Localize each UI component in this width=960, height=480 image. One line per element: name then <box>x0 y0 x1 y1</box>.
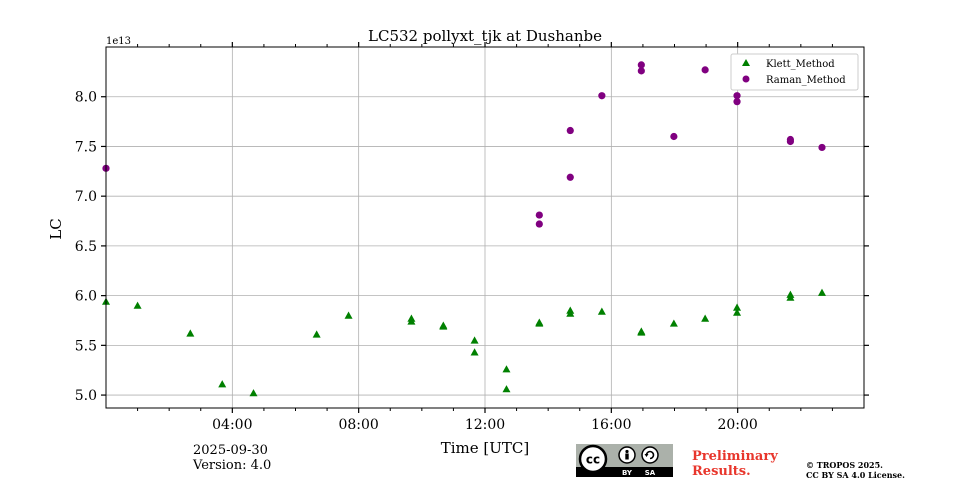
klett-method-point <box>218 380 227 388</box>
y-tick-label: 5.0 <box>75 388 97 404</box>
raman-method-point <box>535 220 543 228</box>
cc-badge-cc-text: cc <box>586 453 600 467</box>
klett-method-point <box>470 336 479 344</box>
chart-title: LC532 pollyxt_tjk at Dushanbe <box>368 27 602 45</box>
raman-method-point <box>818 143 826 152</box>
klett-method-point <box>186 329 195 337</box>
copyright-line-1: © TROPOS 2025. <box>806 460 883 470</box>
x-tick-label: 08:00 <box>338 417 378 433</box>
cc-license-badge: cc BY SA <box>576 444 673 477</box>
y-tick-label: 6.5 <box>75 239 97 255</box>
klett-method-point <box>535 319 544 327</box>
footer-date: 2025-09-30 <box>193 443 268 458</box>
raman-method-point <box>566 173 574 181</box>
y-scale-label: 1e13 <box>106 36 131 47</box>
klett-method-point <box>439 322 448 330</box>
y-tick-label: 5.5 <box>75 338 97 354</box>
klett-method-point <box>502 365 511 373</box>
klett-method-point <box>786 293 795 301</box>
x-tick-label: 20:00 <box>717 417 757 433</box>
cc-badge-sa-text: SA <box>645 469 656 477</box>
klett-method-point <box>502 385 511 393</box>
raman-method-point <box>598 92 606 100</box>
raman-method-point <box>566 126 574 135</box>
legend: Klett_Method Raman_Method <box>730 53 859 91</box>
preliminary-line-1: Preliminary <box>692 449 778 464</box>
axis-ticks: 04:00 08:00 12:00 16:00 20:00 5.0 5.5 6.0 6.5 7.0… <box>75 42 869 433</box>
klett-method-point <box>701 314 710 322</box>
klett-method-point <box>669 319 678 327</box>
raman-method-point <box>637 67 645 75</box>
legend-marker-klett <box>742 59 750 66</box>
x-tick-label: 16:00 <box>591 417 631 433</box>
klett-method-point <box>249 389 258 397</box>
copyright-note: © TROPOS 2025. CC BY SA 4.0 License. <box>806 460 905 480</box>
raman-method-point <box>733 92 741 100</box>
y-tick-label: 8.0 <box>75 90 97 106</box>
cc-icon <box>578 444 608 474</box>
preliminary-results-note: Preliminary Results. <box>692 449 778 479</box>
klett-method-point <box>733 308 742 316</box>
raman-method-point <box>535 211 543 219</box>
klett-method-point <box>637 328 646 336</box>
plot-frame <box>105 46 865 409</box>
klett-method-point <box>733 303 742 311</box>
raman-method-point <box>670 132 678 141</box>
preliminary-line-2: Results. <box>692 464 751 479</box>
raman-method-point <box>701 66 709 74</box>
raman-method-point <box>786 137 795 146</box>
x-tick-label: 12:00 <box>465 417 505 433</box>
klett-method-point <box>344 311 353 319</box>
footer-version: Version: 4.0 <box>193 458 272 473</box>
klett-method-point <box>597 307 606 315</box>
raman-method-point <box>733 98 741 106</box>
y-tick-label: 7.0 <box>75 189 97 205</box>
grid-lines <box>106 47 864 408</box>
legend-label-klett: Klett_Method <box>766 59 835 70</box>
klett-method-point <box>470 348 479 356</box>
share-alike-icon <box>641 446 659 464</box>
klett-method-point <box>312 330 321 338</box>
data-points <box>102 61 826 397</box>
x-tick-label: 04:00 <box>212 417 252 433</box>
y-tick-label: 7.5 <box>75 139 97 155</box>
y-axis-label: LC <box>47 218 65 239</box>
klett-method-point <box>407 317 416 325</box>
legend-marker-raman <box>742 75 750 83</box>
klett-method-point <box>566 309 575 317</box>
x-axis-label: Time [UTC] <box>441 439 530 457</box>
klett-method-point <box>817 288 826 296</box>
klett-method-point <box>133 301 142 309</box>
y-tick-label: 6.0 <box>75 289 97 305</box>
legend-label-raman: Raman_Method <box>766 75 846 86</box>
cc-badge-by-text: BY <box>622 469 633 477</box>
raman-method-point <box>637 61 645 69</box>
copyright-line-2: CC BY SA 4.0 License. <box>806 470 905 480</box>
